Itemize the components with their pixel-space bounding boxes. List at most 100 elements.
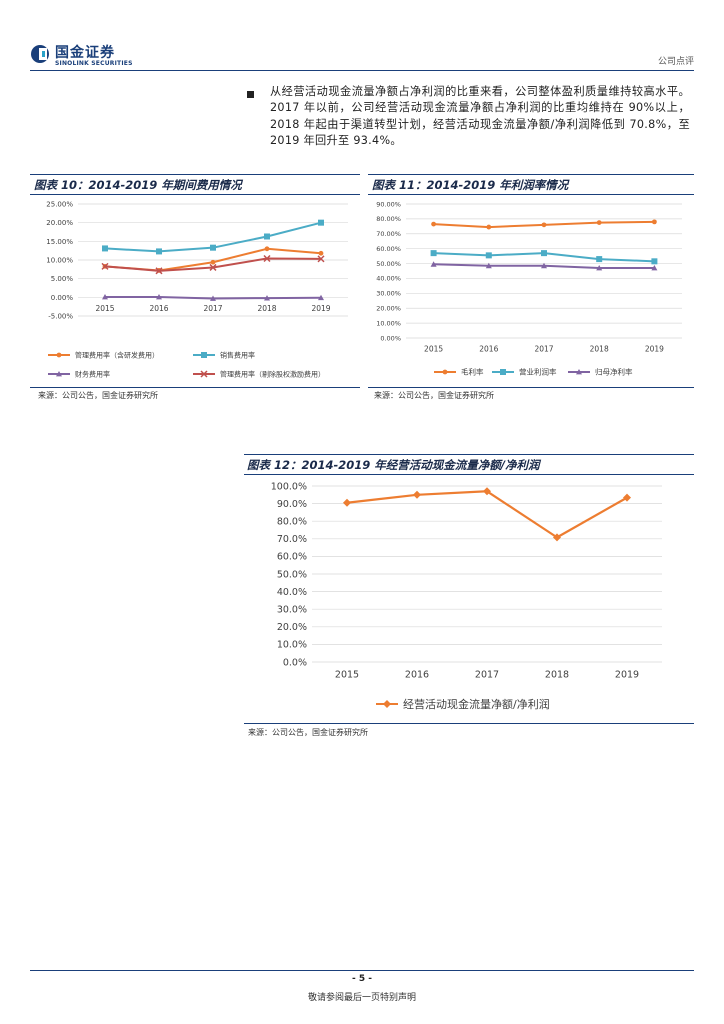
y-tick-label: 80.00% xyxy=(376,215,401,223)
fig11-bottom-rule xyxy=(368,387,694,388)
legend-marker xyxy=(442,369,448,375)
footer-divider xyxy=(30,970,694,971)
x-tick-label: 2019 xyxy=(615,670,639,681)
y-tick-label: 70.0% xyxy=(277,534,307,545)
series-line xyxy=(346,490,628,539)
data-point xyxy=(596,220,602,226)
data-point xyxy=(485,252,492,259)
legend-label: 归母净利率 xyxy=(595,367,633,377)
y-tick-label: 20.0% xyxy=(277,622,307,633)
y-tick-label: 80.0% xyxy=(277,517,307,528)
fig12-title: 图表 12：2014-2019 年经营活动现金流量净额/净利润 xyxy=(247,458,540,472)
data-point xyxy=(156,293,162,300)
x-tick-label: 2016 xyxy=(405,670,429,681)
data-point xyxy=(264,295,270,301)
data-point xyxy=(596,256,603,263)
y-tick-label: 40.0% xyxy=(277,587,307,598)
y-tick-label: 10.00% xyxy=(46,256,73,264)
fig10-title-rule xyxy=(30,194,360,195)
data-point xyxy=(596,265,603,271)
y-tick-label: 0.0% xyxy=(283,657,307,668)
legend-label: 销售费用率 xyxy=(220,350,255,359)
fig11-top-rule xyxy=(368,174,694,175)
fig12-title-rule xyxy=(244,474,694,475)
data-point xyxy=(102,245,108,252)
data-point xyxy=(156,248,162,255)
data-point xyxy=(430,261,437,267)
fig12-bottom-rule xyxy=(244,723,694,724)
fig10-title: 图表 10：2014-2019 年期间费用情况 xyxy=(34,178,242,192)
data-point xyxy=(541,222,547,228)
data-point xyxy=(431,221,436,227)
y-tick-label: 30.0% xyxy=(277,605,307,616)
bullet-marker xyxy=(247,91,254,98)
legend-marker xyxy=(500,369,506,375)
y-tick-label: 5.00% xyxy=(51,275,74,283)
y-tick-label: 100.0% xyxy=(271,481,307,492)
data-point xyxy=(318,219,324,226)
y-tick-label: 40.00% xyxy=(376,275,401,283)
data-point xyxy=(210,295,216,301)
x-tick-label: 2018 xyxy=(590,345,609,354)
y-tick-label: -5.00% xyxy=(48,312,73,320)
x-tick-label: 2019 xyxy=(645,345,664,354)
x-tick-label: 2015 xyxy=(335,670,359,681)
fig11-source: 来源：公司公告，国金证券研究所 xyxy=(374,391,494,400)
data-point xyxy=(485,262,492,269)
y-tick-label: 30.00% xyxy=(376,290,401,298)
fig10-source: 来源：公司公告，国金证券研究所 xyxy=(38,391,158,400)
data-point xyxy=(101,262,109,270)
y-tick-label: 60.0% xyxy=(277,552,307,563)
report-type: 公司点评 xyxy=(657,57,694,67)
header-divider xyxy=(30,70,694,71)
x-tick-label: 2017 xyxy=(475,670,499,681)
x-tick-label: 2017 xyxy=(534,345,553,354)
fig11-title: 图表 11：2014-2019 年利润率情况 xyxy=(372,178,569,192)
footer-disclaimer: 敬请参阅最后一页特别声明 xyxy=(307,993,416,1003)
legend-label: 毛利率 xyxy=(461,367,484,377)
data-point xyxy=(155,267,163,275)
fig12-top-rule xyxy=(244,454,694,455)
x-tick-label: 2015 xyxy=(95,304,114,313)
legend-marker xyxy=(383,700,391,708)
data-point xyxy=(318,294,324,301)
y-tick-label: 0.00% xyxy=(51,294,74,302)
y-tick-label: 90.00% xyxy=(376,200,401,208)
fig10-bottom-rule xyxy=(30,387,360,388)
legend-label: 财务费用率 xyxy=(75,369,110,378)
x-tick-label: 2016 xyxy=(149,304,168,313)
fig11-chart: 0.00% 10.00% 20.00% 30.00% 40.00% 50.00% 60.00… xyxy=(376,200,682,377)
legend-marker xyxy=(576,369,582,375)
fig10-top-rule xyxy=(30,174,360,175)
data-point xyxy=(430,250,437,257)
data-point xyxy=(210,244,216,251)
data-point xyxy=(264,233,270,240)
y-tick-label: 0.00% xyxy=(380,334,401,342)
data-point xyxy=(263,254,271,263)
y-tick-label: 70.00% xyxy=(376,230,401,238)
data-point xyxy=(541,250,547,257)
legend-marker xyxy=(200,370,208,378)
fig12-chart: 0.0% 10.0% 20.0% 30.0% 40.0% 50.0% 60.0% 70.0% 8… xyxy=(271,481,662,711)
y-tick-label: 20.00% xyxy=(376,304,401,312)
data-point xyxy=(483,487,491,496)
company-logo-text: 国金证券 xyxy=(55,45,115,61)
sinolink-logo-icon xyxy=(31,45,49,63)
fig12-source: 来源：公司公告，国金证券研究所 xyxy=(248,728,368,737)
y-tick-label: 10.00% xyxy=(376,319,401,327)
body-paragraph: 从经营活动现金流量净额占净利润的比重来看，公司整体盈利质量维持较高水平。2017… xyxy=(270,85,690,147)
data-point xyxy=(553,533,561,542)
y-tick-label: 60.00% xyxy=(376,245,401,253)
legend-marker xyxy=(56,352,62,358)
y-tick-label: 50.00% xyxy=(376,260,401,268)
x-tick-label: 2018 xyxy=(257,304,276,313)
legend-label: 管理费用率（剔除股权激励费用） xyxy=(220,369,325,378)
legend-label: 管理费用率（含研发费用） xyxy=(75,350,159,359)
data-point xyxy=(651,258,658,265)
data-point xyxy=(318,250,324,256)
data-point xyxy=(652,219,657,225)
data-point xyxy=(210,259,216,265)
y-tick-label: 10.0% xyxy=(277,640,307,651)
data-point xyxy=(317,255,325,263)
page-number: - 5 - xyxy=(352,974,372,984)
